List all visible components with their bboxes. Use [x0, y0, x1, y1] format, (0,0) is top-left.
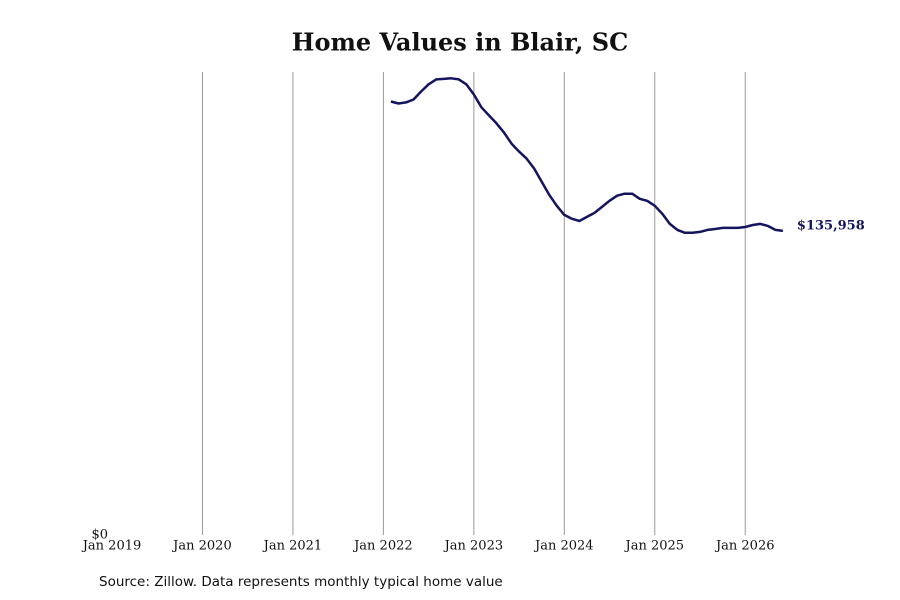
y-tick-label: $0: [91, 528, 108, 543]
end-value-label: $135,958: [797, 218, 865, 233]
x-tick-label: Jan 2020: [171, 539, 232, 554]
x-tick-label: Jan 2024: [533, 539, 594, 554]
x-tick-label: Jan 2026: [714, 539, 775, 554]
x-tick-label: Jan 2025: [623, 539, 684, 554]
x-tick-label: Jan 2019: [81, 539, 142, 554]
x-tick-label: Jan 2021: [262, 539, 323, 554]
source-note: Source: Zillow. Data represents monthly …: [99, 574, 503, 590]
chart-title: Home Values in Blair, SC: [292, 28, 628, 57]
data-line: [390, 77, 784, 235]
x-tick-label: Jan 2022: [352, 539, 413, 554]
x-tick-label: Jan 2023: [443, 539, 504, 554]
